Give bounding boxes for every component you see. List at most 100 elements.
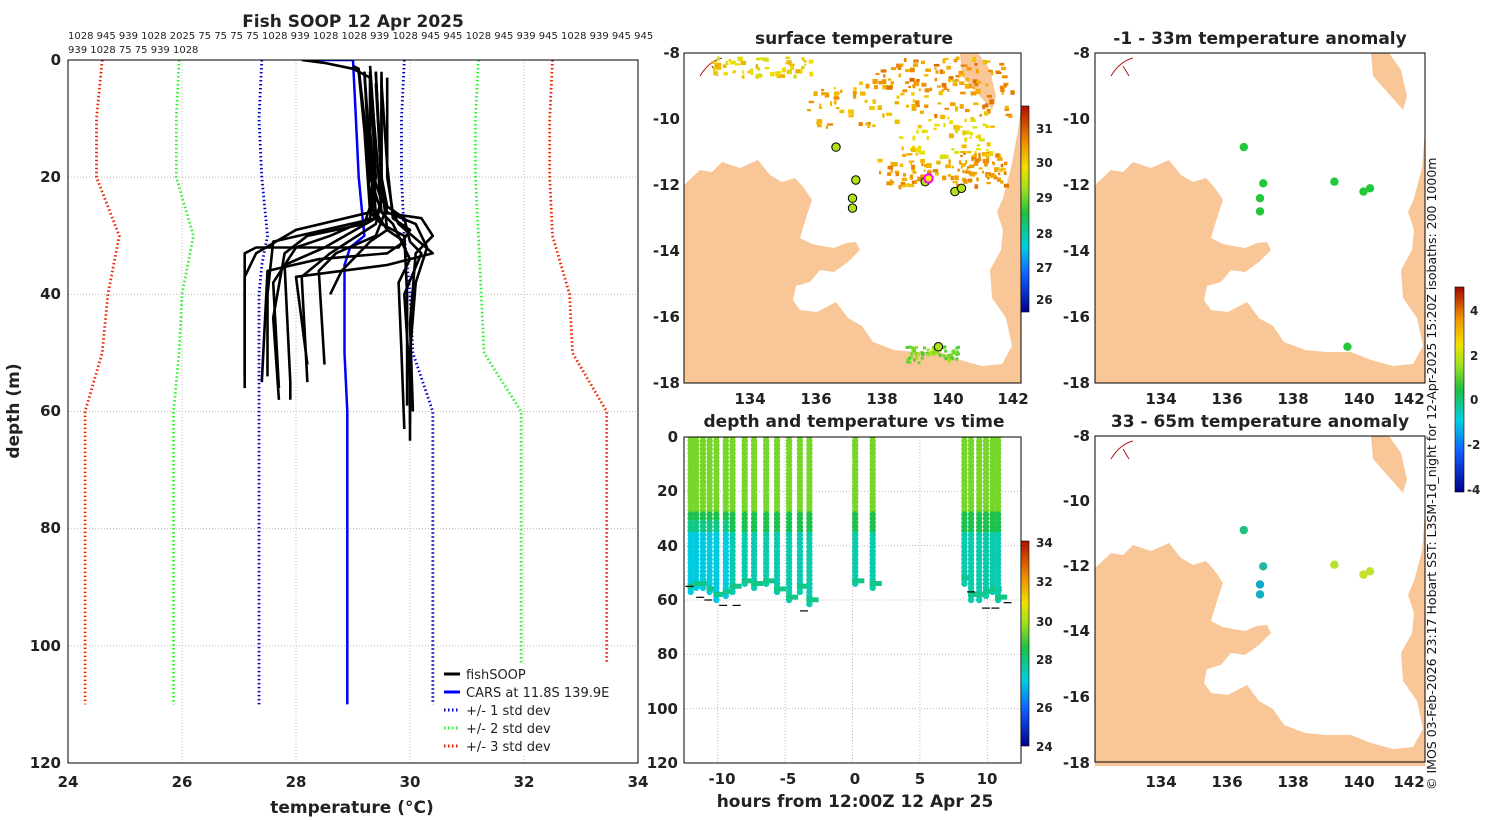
time-cast-bottom: [869, 581, 882, 586]
sst-cell: [932, 169, 939, 173]
time-cast-bottom: [699, 581, 712, 586]
legend-label: +/- 2 std dev: [466, 722, 551, 737]
sst-cell: [918, 88, 922, 92]
time-colorbar-tick: 32: [1036, 575, 1053, 589]
sst-cell: [730, 60, 736, 65]
sst-cell: [999, 62, 1005, 66]
sst-cell: [986, 152, 990, 155]
sst-cell: [950, 353, 954, 357]
sst-cell: [894, 101, 899, 105]
map-xtick: 142: [1393, 773, 1424, 791]
sst-cell: [1000, 167, 1007, 171]
sst-cell: [990, 71, 994, 76]
sst-cell: [945, 164, 952, 169]
sst-cell: [809, 71, 814, 77]
sst-cell: [955, 59, 958, 63]
sst-cell: [947, 116, 950, 120]
sst-cell: [957, 125, 963, 128]
sst-cell: [995, 71, 1002, 75]
time-cast-point: [692, 584, 700, 591]
time-cast-bottom: [852, 578, 865, 584]
profile-title: Fish SOOP 12 Apr 2025: [242, 12, 464, 32]
sst-cell: [957, 168, 960, 172]
sst-cell: [962, 130, 966, 136]
sst-cell: [801, 57, 805, 61]
sst-cell: [890, 67, 897, 71]
sst-cell: [898, 184, 902, 190]
sst-cell: [934, 67, 937, 70]
sst-cell: [905, 346, 909, 349]
time-cast-point: [699, 584, 707, 591]
anom2-station-marker: [1255, 580, 1265, 589]
sst-cell: [817, 123, 822, 128]
sst-cell: [975, 68, 979, 74]
sst-cell: [948, 355, 952, 359]
sst-cell: [896, 63, 899, 68]
time-cast-bottom: [751, 581, 764, 586]
map-xtick: 134: [734, 390, 765, 408]
sst-cell: [716, 56, 720, 61]
sst-cell: [997, 177, 1001, 182]
time-cast-point: [976, 596, 983, 604]
sst-cell: [960, 64, 965, 67]
sst-cell: [970, 91, 977, 96]
time-cast-bottom: [729, 583, 742, 589]
anomaly-colorbar-tick: 0: [1470, 393, 1478, 407]
sst-cell: [824, 92, 830, 98]
sst-cell: [941, 82, 947, 88]
time-colorbar-tick: 24: [1036, 740, 1053, 754]
sst-cell: [954, 78, 959, 82]
legend-label: +/- 3 std dev: [466, 740, 551, 755]
sst-cell: [999, 168, 1004, 172]
time-xlabel: hours from 12:00Z 12 Apr 25: [717, 792, 994, 812]
map-ytick: -8: [663, 44, 680, 62]
sst-cell: [964, 138, 967, 143]
profile-ytick: 40: [40, 285, 61, 303]
sst-cell: [830, 101, 833, 107]
fish-profile-line: [271, 77, 378, 389]
sst-cell: [947, 78, 952, 83]
land-mass: [1371, 53, 1407, 110]
time-cast-bottom: [961, 575, 974, 581]
sst-cell: [879, 170, 882, 175]
map-sst-xticks: 134 136 138 140 142: [734, 390, 1028, 408]
sst-cell: [973, 154, 978, 158]
sst-cell: [935, 350, 939, 354]
sst-cell: [891, 181, 895, 184]
anomaly-colorbar-tick: -4: [1467, 483, 1480, 497]
profile-legend: fishSOOP CARS at 11.8S 139.9E +/- 1 std …: [438, 664, 614, 756]
fish-profile-line: [363, 71, 435, 412]
sst-cell: [966, 67, 972, 71]
sst-cell: [964, 118, 967, 122]
sst-cell: [986, 108, 991, 114]
sst-cell: [816, 119, 823, 124]
sst-cell: [923, 346, 926, 350]
land-mass: [1095, 106, 1425, 383]
sst-station-marker: [847, 203, 858, 213]
sst-cell: [833, 87, 836, 90]
sst-cell: [974, 150, 977, 155]
time-title: depth and temperature vs time: [704, 412, 1005, 432]
time-ytick: 100: [647, 700, 678, 718]
sst-cell: [867, 124, 871, 128]
profile-series-line: [172, 60, 195, 705]
map-ytick: -18: [1063, 754, 1090, 772]
sst-cell: [853, 87, 857, 91]
map-anom1-xticks: 134 136 138 140 142: [1145, 390, 1424, 408]
time-cast-bottom: [713, 591, 726, 597]
sst-cell: [972, 79, 978, 84]
map-xtick: 138: [866, 390, 897, 408]
sst-cell: [974, 62, 978, 66]
sst-cell: [900, 182, 906, 188]
sst-cell: [834, 94, 839, 99]
sst-cell: [914, 354, 918, 357]
map-anom1-title: -1 - 33m temperature anomaly: [1113, 29, 1406, 49]
sst-cell: [897, 65, 902, 70]
sst-cell: [776, 75, 781, 79]
sst-cell: [971, 156, 977, 160]
time-colorbar-tick: 28: [1036, 653, 1053, 667]
sst-cell: [997, 157, 1003, 161]
sst-cell: [978, 167, 983, 170]
sst-cell: [955, 56, 960, 60]
sst-cell: [786, 60, 792, 65]
